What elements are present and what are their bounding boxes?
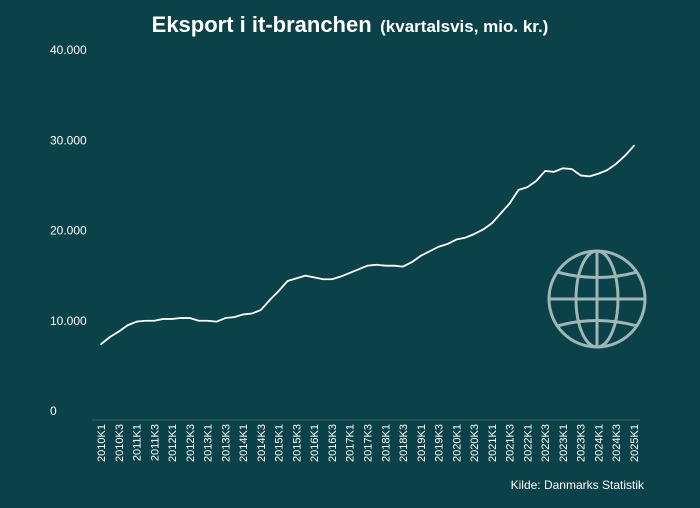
y-tick-label: 20.000 [50, 224, 87, 238]
x-tick-label: 2017K3 [363, 424, 375, 462]
x-tick-label: 2023K3 [576, 424, 588, 462]
source-note: Kilde: Danmarks Statistik [510, 478, 644, 492]
chart-subtitle: (kvartalsvis, mio. kr.) [380, 17, 549, 36]
x-tick-label: 2016K3 [327, 424, 339, 462]
globe-icon [547, 249, 647, 349]
x-tick-label: 2018K1 [380, 424, 392, 462]
x-tick-label: 2021K1 [487, 424, 499, 462]
x-tick-label: 2012K3 [185, 424, 197, 462]
y-axis: 0 10.000 20.000 30.000 40.000 [50, 43, 87, 418]
chart-title: Eksport i it-branchen (kvartalsvis, mio.… [0, 12, 700, 38]
x-tick-label: 2012K1 [167, 424, 179, 462]
x-tick-label: 2024K3 [611, 424, 623, 462]
x-axis: 2010K1 2010K3 2011K1 2011K3 2012K1 2012K3 2013… [96, 424, 641, 462]
x-tick-label: 2014K1 [238, 424, 250, 462]
x-tick-label: 2016K1 [309, 424, 321, 462]
x-tick-label: 2014K3 [256, 424, 268, 462]
y-tick-label: 0 [50, 404, 57, 418]
x-tick-label: 2018K3 [398, 424, 410, 462]
x-tick-label: 2010K3 [114, 424, 126, 462]
x-tick-label: 2024K1 [593, 424, 605, 462]
x-tick-label: 2025K1 [629, 424, 641, 462]
x-tick-label: 2013K1 [203, 424, 215, 462]
x-tick-label: 2011K3 [149, 424, 161, 461]
x-tick-label: 2019K3 [434, 424, 446, 462]
y-tick-label: 10.000 [50, 314, 87, 328]
x-tick-label: 2013K3 [220, 424, 232, 462]
x-tick-label: 2022K1 [522, 424, 534, 462]
x-tick-label: 2019K1 [416, 424, 428, 462]
x-tick-label: 2020K3 [469, 424, 481, 462]
x-tick-label: 2011K1 [132, 424, 144, 461]
x-tick-label: 2015K3 [291, 424, 303, 462]
x-tick-label: 2015K1 [274, 424, 286, 462]
x-tick-label: 2022K3 [540, 424, 552, 462]
x-tick-label: 2021K3 [505, 424, 517, 462]
y-tick-label: 30.000 [50, 133, 87, 147]
series-line [100, 144, 635, 346]
x-tick-label: 2023K1 [558, 424, 570, 462]
chart-title-main: Eksport i it-branchen [151, 12, 372, 37]
x-tick-label: 2010K1 [96, 424, 108, 462]
y-tick-label: 40.000 [50, 43, 87, 57]
x-tick-label: 2017K1 [345, 424, 357, 462]
x-tick-label: 2020K1 [451, 424, 463, 462]
